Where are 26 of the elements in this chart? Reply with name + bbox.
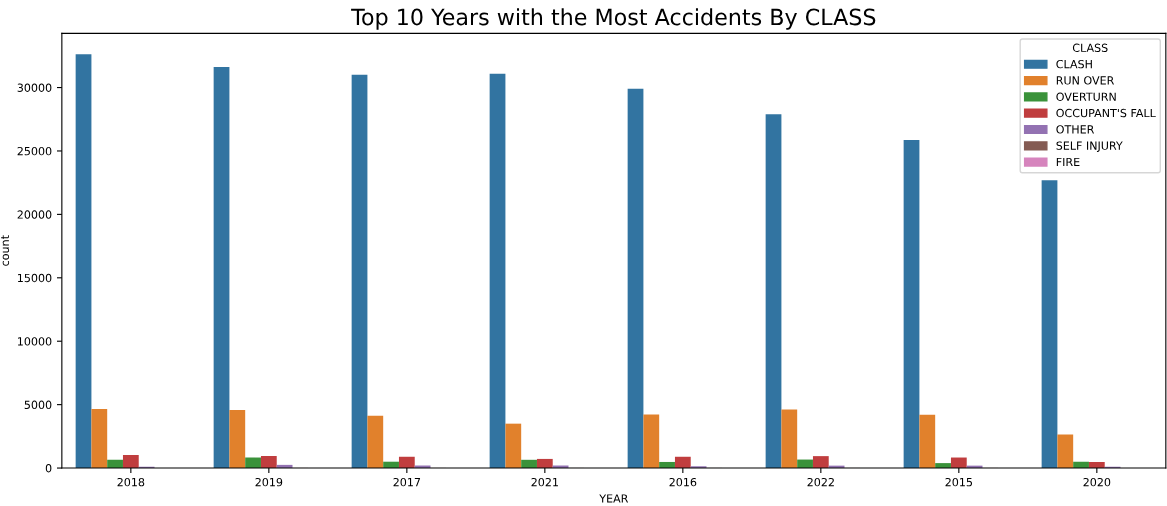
x-tick-label: 2022 — [807, 477, 834, 487]
legend-label: CLASH — [1056, 59, 1092, 69]
x-tick-label: 2021 — [531, 477, 558, 487]
y-tick-label: 15000 — [18, 273, 52, 283]
x-tick-label: 2018 — [117, 477, 145, 487]
y-tick-label: 30000 — [17, 83, 52, 92]
x-axis-title: YEAR — [599, 494, 629, 503]
y-tick-label: 25000 — [17, 146, 52, 156]
legend-label: RUN OVER — [1056, 76, 1115, 85]
y-tick-label: 20000 — [17, 210, 52, 219]
legend-label: OTHER — [1056, 125, 1095, 134]
x-tick-label: 2020 — [1083, 477, 1111, 487]
x-tick-label: 2015 — [945, 477, 972, 487]
chart-title: Top 10 Years with the Most Accidents By CLASS — [351, 8, 876, 30]
legend-label: SELF INJURY — [1056, 141, 1123, 152]
legend-label: OCCUPANT'S FALL — [1056, 108, 1156, 118]
x-tick-label: 2019 — [255, 477, 283, 487]
y-tick-label: 5000 — [24, 400, 52, 410]
x-tick-label: 2016 — [669, 477, 697, 487]
legend-title: CLASS — [1072, 43, 1108, 52]
x-tick-label: 2017 — [393, 477, 421, 487]
y-axis-title: count — [1, 235, 10, 266]
legend-label: FIRE — [1056, 157, 1080, 166]
legend-label: OVERTURN — [1056, 92, 1116, 101]
y-tick-label: 10000 — [18, 337, 52, 346]
y-tick-label: 0 — [45, 464, 52, 473]
